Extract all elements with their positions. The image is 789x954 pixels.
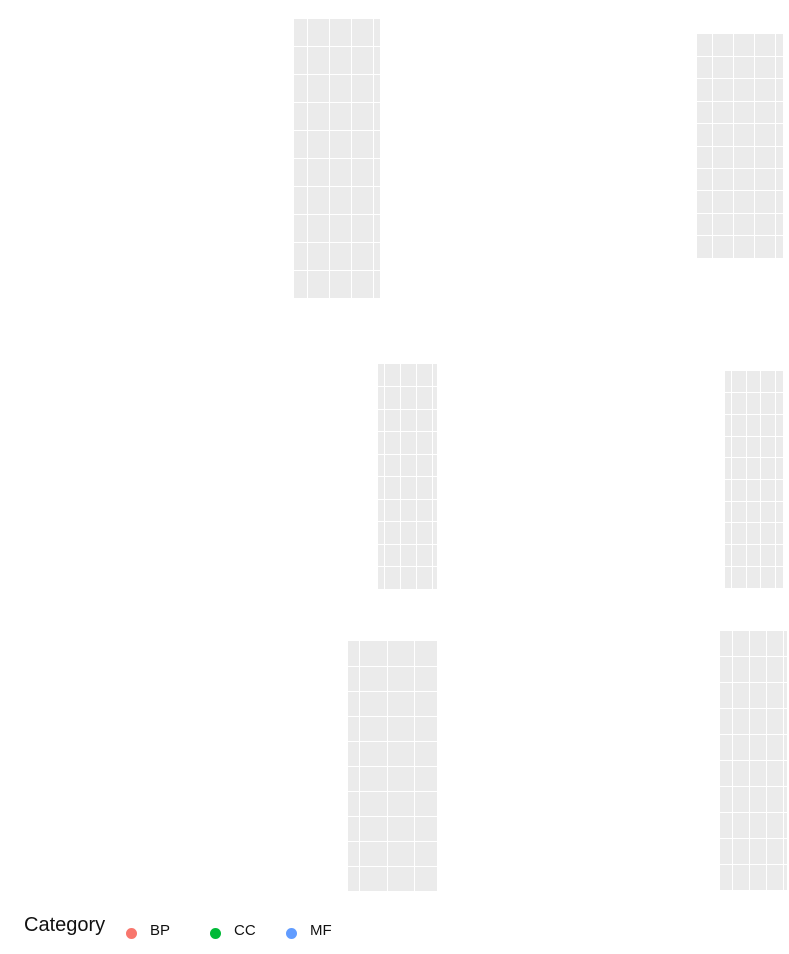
gridline-h <box>720 785 787 787</box>
panel-5-plot-area <box>348 641 437 891</box>
gridline-h <box>720 863 787 865</box>
gridline-h <box>294 269 380 271</box>
gridline-h <box>720 837 787 839</box>
gridline-h <box>720 656 787 658</box>
gridline-v <box>783 631 785 890</box>
panel-6-plot-area <box>720 631 787 890</box>
category-cc-label: CC <box>234 922 256 939</box>
gridline-v <box>415 364 417 589</box>
gridline-h <box>720 811 787 813</box>
gridline-v <box>711 34 713 258</box>
gridline-v <box>351 19 353 298</box>
category-bp-label: BP <box>150 922 171 939</box>
gridline-h <box>378 431 437 432</box>
category-bp-dot <box>126 928 137 939</box>
gridline-v <box>731 371 733 588</box>
gridline-h <box>378 566 437 567</box>
gridline-v <box>307 19 309 298</box>
gridline-v <box>745 371 747 588</box>
gridline-h <box>725 413 783 415</box>
gridline-v <box>431 364 433 589</box>
gridline-v <box>413 641 415 891</box>
gridline-h <box>348 765 437 767</box>
gridline-h <box>378 453 437 455</box>
gridline-h <box>294 213 380 215</box>
gridline-h <box>378 408 437 410</box>
gridline-v <box>732 34 734 258</box>
gridline-h <box>725 392 783 394</box>
gridline-h <box>720 760 787 761</box>
gridline-v <box>774 371 776 588</box>
gridline-v <box>386 641 388 891</box>
panel-3-plot-area <box>378 364 437 589</box>
gridline-h <box>348 715 437 717</box>
gridline-v <box>753 34 755 258</box>
gridline-h <box>348 790 437 792</box>
gridline-h <box>294 46 380 48</box>
gridline-v <box>749 631 751 890</box>
panel-2-plot-area <box>697 34 783 258</box>
gridline-h <box>725 565 783 567</box>
gridline-h <box>378 521 437 522</box>
gridline-h <box>378 386 437 387</box>
gridline-h <box>697 235 783 237</box>
gridline-h <box>725 435 783 437</box>
gridline-h <box>294 102 380 104</box>
gridline-h <box>697 78 783 80</box>
gridline-h <box>697 123 783 125</box>
gridline-v <box>372 19 374 298</box>
gridline-h <box>348 840 437 842</box>
panel-1-plot-area <box>294 19 380 298</box>
gridline-h <box>348 740 437 742</box>
gridline-h <box>725 479 783 480</box>
gridline-v <box>329 19 331 298</box>
gridline-h <box>294 130 380 132</box>
category-mf-label: MF <box>310 922 332 939</box>
panel-4-plot-area <box>725 371 783 588</box>
gridline-h <box>378 476 437 477</box>
gridline-h <box>348 815 437 817</box>
gridline-h <box>697 167 783 169</box>
gridline-h <box>348 665 437 667</box>
gridline-v <box>359 641 361 891</box>
gridline-v <box>383 364 385 589</box>
gridline-h <box>378 498 437 500</box>
gridline-v <box>766 631 768 890</box>
gridline-h <box>294 158 380 159</box>
gridline-v <box>399 364 401 589</box>
gridline-v <box>732 631 734 890</box>
gridline-h <box>720 682 787 684</box>
gridline-h <box>697 100 783 102</box>
gridline-h <box>725 500 783 502</box>
gridline-h <box>294 74 380 76</box>
gridline-h <box>725 457 783 459</box>
gridline-h <box>697 145 783 147</box>
gridline-h <box>697 190 783 192</box>
gridline-h <box>294 185 380 187</box>
gridline-h <box>725 522 783 524</box>
gridline-h <box>725 544 783 546</box>
gridline-v <box>774 34 776 258</box>
gridline-h <box>348 865 437 867</box>
category-mf-dot <box>286 928 297 939</box>
gridline-h <box>294 241 380 243</box>
category-cc-dot <box>210 928 221 939</box>
category-legend-title: Category <box>24 914 106 936</box>
gridline-h <box>697 212 783 214</box>
gridline-h <box>348 690 437 692</box>
gridline-h <box>720 734 787 736</box>
gridline-v <box>760 371 762 588</box>
category-legend: Category BP CC MF <box>8 908 408 948</box>
gridline-h <box>697 55 783 57</box>
gridline-h <box>378 543 437 545</box>
gridline-h <box>720 708 787 710</box>
